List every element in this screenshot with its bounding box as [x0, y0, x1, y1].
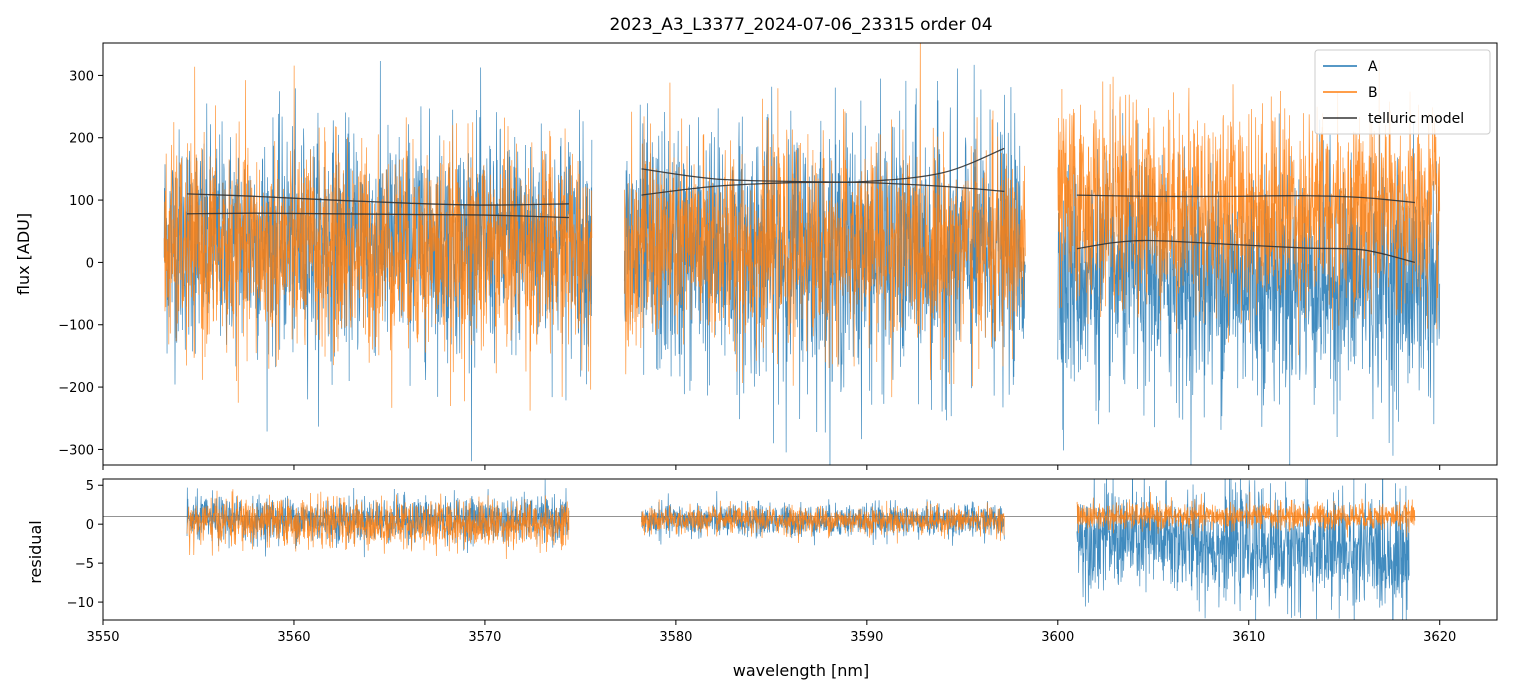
main-y-axis-label: flux [ADU]: [14, 213, 33, 295]
chart-title: 2023_A3_L3377_2024-07-06_23315 order 04: [609, 15, 992, 35]
main-y-tick-label: 300: [69, 69, 94, 84]
main-y-tick-label: −100: [58, 319, 94, 334]
residual-series-a-segment-3: [1076, 479, 1410, 620]
residual-axes-frame: [102, 478, 1498, 621]
main-y-tick-label: 200: [69, 132, 94, 147]
residual-x-axis: 3550 3560 3570 3580 3590 3600 3610 3620: [86, 620, 1456, 645]
residual-y-tick-label: 0: [86, 518, 94, 533]
residual-y-tick-label: −10: [67, 596, 94, 611]
legend-frame: [1314, 49, 1491, 135]
main-series-b-segment-2: [623, 43, 1026, 398]
main-x-axis: [102, 465, 1441, 470]
main-plot-panel: −300 −200 −100 0 100 200 300 flux [ADU] A B te…: [14, 42, 1498, 470]
residual-series-b-segment-2: [641, 499, 1005, 544]
main-y-axis: −300 −200 −100 0 100 200 300: [58, 69, 103, 458]
legend: A B telluric model: [1314, 49, 1491, 135]
main-y-tick-label: 100: [69, 194, 94, 209]
legend-label-model: telluric model: [1368, 111, 1464, 127]
residual-y-axis-label: residual: [26, 520, 45, 583]
residual-x-tick-label: 3580: [659, 630, 692, 645]
residual-x-tick-label: 3590: [850, 630, 883, 645]
residual-x-tick-label: 3620: [1423, 630, 1456, 645]
main-telluric-model-curve-2: [187, 212, 569, 219]
residual-x-tick-label: 3610: [1232, 630, 1265, 645]
main-telluric-model-curve-4: [641, 168, 1005, 193]
legend-label-b: B: [1368, 85, 1378, 101]
residual-x-tick-label: 3570: [468, 630, 501, 645]
residual-x-tick-label: 3550: [86, 630, 119, 645]
residual-plot-area: [103, 479, 1497, 620]
main-y-tick-label: −300: [58, 443, 94, 458]
residual-x-tick-label: 3600: [1041, 630, 1074, 645]
main-y-tick-label: −200: [58, 381, 94, 396]
main-plot-area: [163, 43, 1441, 465]
main-series-b-segment-1: [163, 65, 593, 411]
residual-y-tick-label: 5: [86, 479, 94, 494]
main-series-b-segment-3: [1057, 60, 1441, 356]
residual-x-tick-label: 3560: [277, 630, 310, 645]
legend-label-a: A: [1368, 59, 1378, 75]
residual-plot-panel: −10 −5 0 5 3550 3560 3570 3580 3590 3600 3610 3620…: [26, 478, 1498, 680]
residual-y-axis: −10 −5 0 5: [67, 479, 103, 611]
residual-series-b-segment-3: [1076, 491, 1416, 538]
residual-series-b-segment-1: [186, 489, 570, 560]
residual-y-tick-label: −5: [75, 557, 94, 572]
x-axis-label: wavelength [nm]: [733, 661, 870, 680]
main-telluric-model-curve-1: [186, 193, 569, 206]
main-telluric-model-curve-5: [1076, 194, 1415, 204]
main-axes-frame: [102, 42, 1498, 466]
main-y-tick-label: 0: [86, 256, 94, 271]
main-telluric-model-curve-6: [1076, 239, 1416, 264]
